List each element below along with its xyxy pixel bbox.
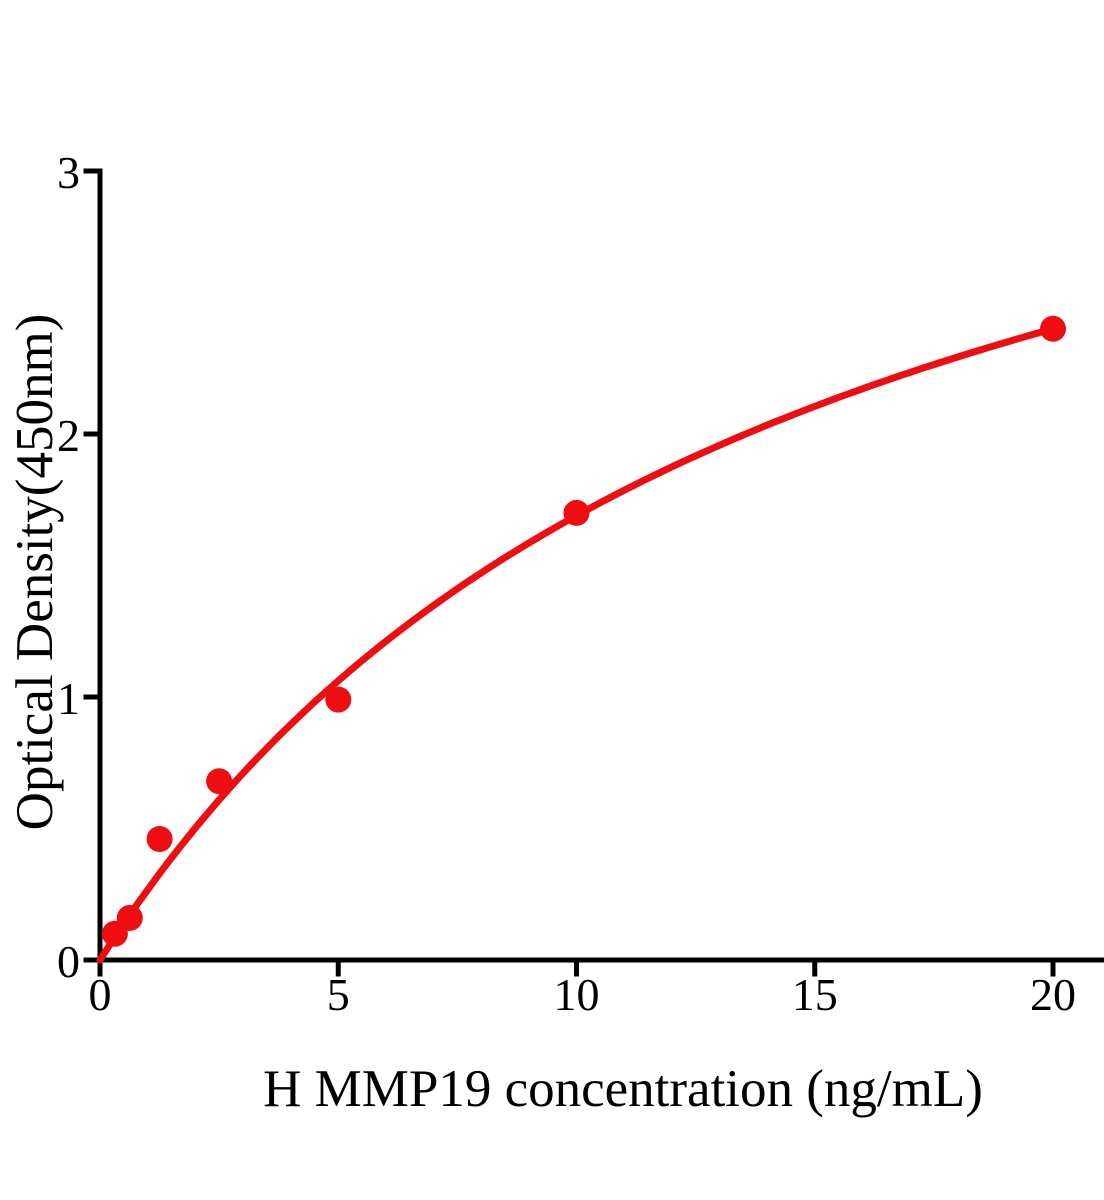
y-tick-label-1: 1: [57, 673, 80, 724]
data-point-2.5: [206, 768, 233, 795]
x-tick-label-5: 5: [327, 969, 350, 1020]
axes: [97, 168, 1104, 963]
data-points: [101, 315, 1066, 947]
fit-curve: [96, 325, 1057, 964]
data-point-10: [563, 499, 590, 526]
data-point-1.25: [146, 826, 173, 852]
x-tick-label-15: 15: [792, 969, 838, 1020]
data-point-5: [325, 686, 352, 713]
y-axis-title: Optical Density(450nm): [6, 314, 64, 831]
x-tick-label-20: 20: [1030, 969, 1076, 1020]
data-point-20: [1040, 315, 1066, 342]
x-tick-label-10: 10: [554, 969, 600, 1020]
axis-ticks: 0 5 10 15 20 0 1 2 3: [57, 147, 1076, 1020]
data-point-0.625: [116, 904, 143, 931]
y-tick-label-0: 0: [57, 936, 80, 987]
y-tick-label-2: 2: [57, 410, 80, 461]
standard-curve-path: [96, 325, 1057, 964]
y-tick-label-3: 3: [57, 147, 80, 198]
x-tick-label-0: 0: [89, 969, 112, 1020]
x-axis-title: H MMP19 concentration (ng/mL): [263, 1060, 983, 1118]
